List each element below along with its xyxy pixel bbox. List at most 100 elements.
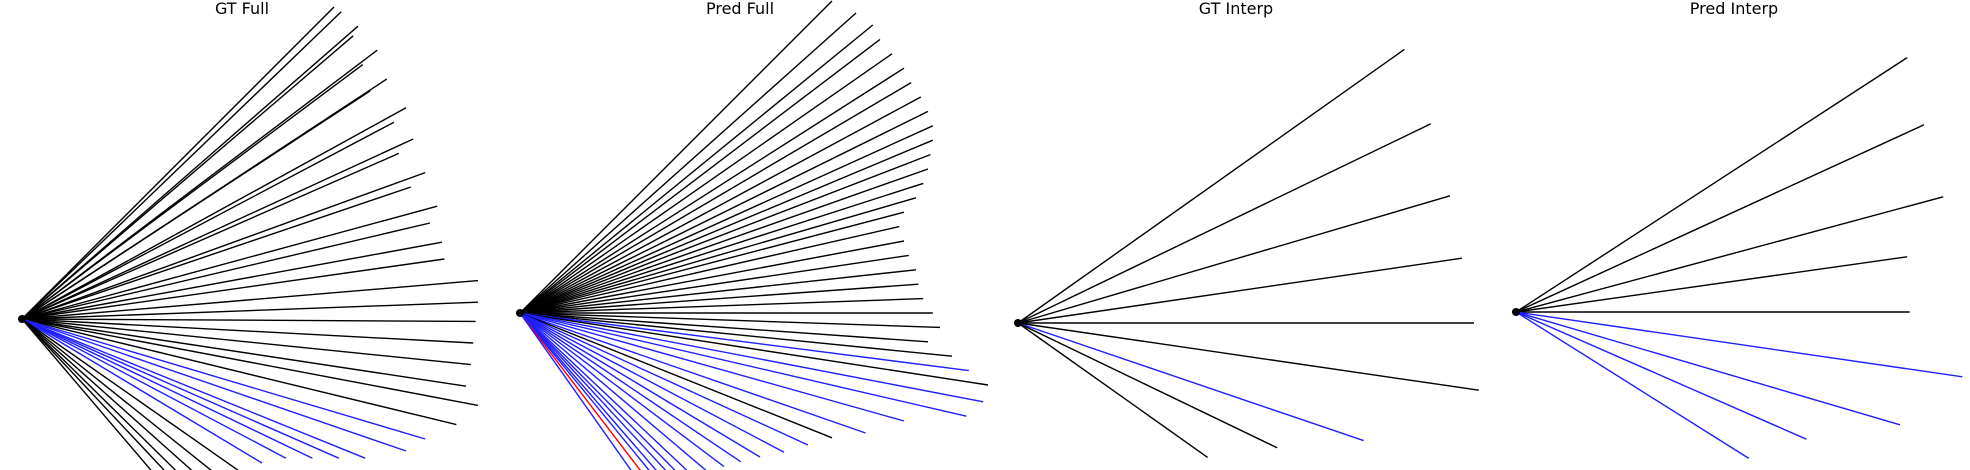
ray-4 bbox=[21, 35, 354, 320]
ray-43 bbox=[519, 312, 657, 470]
ray-5 bbox=[519, 53, 893, 314]
ray-11 bbox=[21, 138, 414, 320]
ray-group bbox=[1515, 57, 1963, 459]
ray-25 bbox=[21, 318, 479, 407]
ray-15 bbox=[21, 205, 438, 320]
ray-8 bbox=[519, 96, 922, 314]
ray-19 bbox=[21, 279, 479, 320]
ray-14 bbox=[21, 186, 412, 320]
origin-point bbox=[516, 309, 524, 317]
ray-2 bbox=[1515, 124, 1925, 313]
ray-29 bbox=[21, 318, 366, 459]
ray-16 bbox=[21, 222, 431, 320]
ray-9 bbox=[1515, 311, 1750, 459]
ray-11 bbox=[519, 139, 934, 314]
ray-32 bbox=[21, 318, 287, 459]
panel-pred-full: Pred Full bbox=[516, 0, 989, 470]
ray-25 bbox=[519, 312, 929, 343]
ray-34 bbox=[519, 312, 809, 446]
ray-27 bbox=[519, 312, 969, 372]
ray-40 bbox=[519, 312, 688, 470]
ray-24 bbox=[21, 318, 467, 387]
ray-13 bbox=[519, 168, 929, 314]
ray-33 bbox=[519, 312, 833, 439]
panel-gt-interp: GT Interp bbox=[1014, 0, 1479, 458]
ray-35 bbox=[519, 312, 785, 453]
ray-16 bbox=[519, 211, 905, 314]
origin-point bbox=[1512, 308, 1520, 316]
ray-1 bbox=[519, 0, 833, 314]
ray-group bbox=[519, 0, 989, 470]
ray-22 bbox=[519, 297, 924, 314]
ray-12 bbox=[21, 152, 400, 320]
ray-8 bbox=[21, 90, 371, 320]
origin-point bbox=[1014, 319, 1022, 327]
panel-gt-full: GT Full bbox=[18, 0, 479, 470]
ray-8 bbox=[1017, 322, 1278, 449]
ray-27 bbox=[21, 318, 426, 440]
ray-46 bbox=[519, 312, 632, 470]
ray-37 bbox=[519, 312, 742, 463]
ray-8 bbox=[1515, 311, 1807, 440]
ray-41 bbox=[519, 312, 676, 470]
ray-30 bbox=[21, 318, 340, 459]
ray-36 bbox=[519, 312, 761, 458]
ray-9 bbox=[519, 110, 929, 314]
ray-20 bbox=[519, 269, 917, 314]
ray-6 bbox=[1017, 322, 1479, 391]
ray-26 bbox=[519, 312, 953, 357]
ray-29 bbox=[519, 312, 984, 403]
ray-6 bbox=[21, 64, 364, 320]
ray-17 bbox=[21, 241, 443, 320]
ray-6 bbox=[519, 67, 905, 314]
ray-2 bbox=[519, 12, 857, 314]
ray-7 bbox=[1017, 322, 1364, 442]
panel-title: GT Interp bbox=[1199, 0, 1273, 18]
ray-39 bbox=[519, 312, 707, 470]
ray-9 bbox=[1017, 322, 1209, 458]
ray-4 bbox=[1515, 256, 1908, 313]
ray-26 bbox=[21, 318, 457, 426]
ray-33 bbox=[21, 318, 263, 464]
ray-18 bbox=[21, 258, 445, 320]
ray-37 bbox=[21, 318, 177, 470]
ray-19 bbox=[519, 254, 909, 314]
ray-21 bbox=[519, 283, 919, 314]
ray-group bbox=[21, 6, 479, 470]
ray-31 bbox=[21, 318, 313, 459]
ray-28 bbox=[21, 318, 407, 452]
ray-38 bbox=[21, 318, 165, 470]
ray-4 bbox=[519, 38, 881, 314]
ray-44 bbox=[519, 312, 650, 470]
ray-22 bbox=[21, 318, 474, 344]
ray-32 bbox=[519, 312, 866, 434]
ray-9 bbox=[21, 107, 407, 320]
ray-14 bbox=[519, 182, 924, 314]
ray-12 bbox=[519, 153, 931, 314]
ray-7 bbox=[1515, 311, 1901, 426]
ray-group bbox=[1017, 48, 1479, 458]
ray-21 bbox=[21, 318, 476, 323]
panel-title: Pred Interp bbox=[1690, 0, 1778, 18]
ray-6 bbox=[1515, 311, 1963, 378]
ray-30 bbox=[519, 312, 967, 417]
ray-17 bbox=[519, 225, 900, 314]
panel-title: GT Full bbox=[215, 0, 269, 18]
ray-2 bbox=[1017, 123, 1432, 324]
ray-13 bbox=[21, 171, 426, 320]
panel-title: Pred Full bbox=[706, 0, 774, 18]
ray-39 bbox=[21, 318, 152, 470]
ray-35 bbox=[21, 318, 212, 470]
panel-pred-interp: Pred Interp bbox=[1512, 0, 1963, 459]
ray-2 bbox=[21, 11, 342, 320]
ray-3 bbox=[1017, 195, 1451, 324]
ray-18 bbox=[519, 240, 905, 314]
ray-15 bbox=[519, 197, 917, 314]
ray-42 bbox=[519, 312, 667, 470]
ray-1 bbox=[21, 6, 335, 320]
ray-28 bbox=[519, 312, 989, 386]
ray-45 bbox=[519, 312, 641, 470]
ray-36 bbox=[21, 318, 193, 470]
ray-34 bbox=[21, 318, 239, 470]
